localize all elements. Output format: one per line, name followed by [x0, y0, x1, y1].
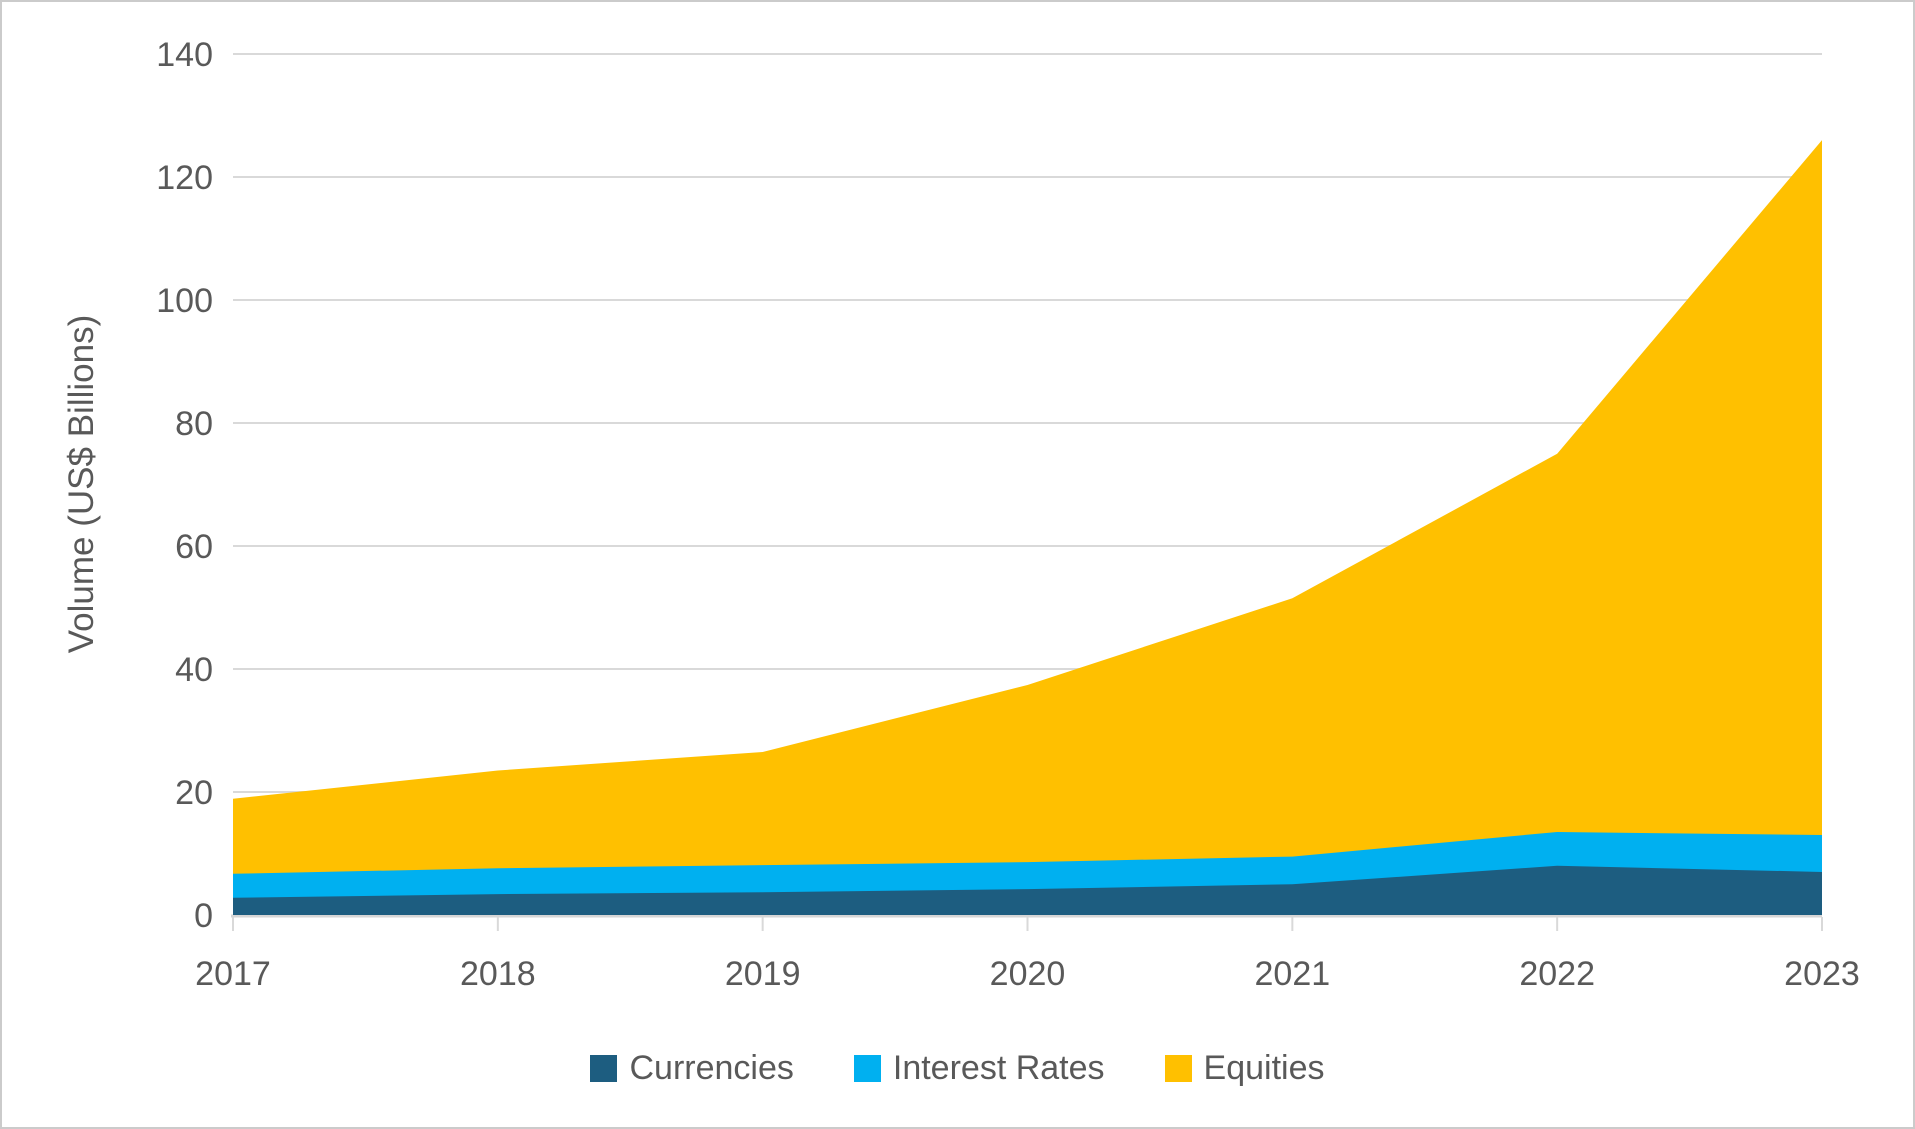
y-tick-label: 40 [175, 651, 213, 689]
chart-legend: Currencies Interest Rates Equities [0, 1042, 1915, 1094]
y-tick-label: 0 [194, 897, 213, 935]
legend-swatch-icon [1164, 1054, 1192, 1082]
y-tick-label: 80 [175, 405, 213, 443]
legend-item-interest-rates: Interest Rates [853, 1048, 1105, 1088]
x-tick-label: 2017 [195, 955, 271, 993]
x-tick-label: 2019 [725, 955, 801, 993]
y-tick-label: 60 [175, 528, 213, 566]
y-tick-label: 120 [156, 159, 213, 197]
x-tick-label: 2018 [460, 955, 536, 993]
legend-label: Interest Rates [892, 1048, 1105, 1087]
x-tick-label: 2023 [1784, 955, 1860, 993]
legend-swatch-icon [590, 1054, 618, 1082]
x-tick-label: 2021 [1255, 955, 1331, 993]
legend-item-currencies: Currencies [590, 1048, 794, 1088]
area-equities [233, 140, 1822, 916]
y-axis-title: Volume (US$ Billions) [62, 314, 101, 654]
legend-label: Currencies [629, 1048, 794, 1087]
y-tick-label: 20 [175, 774, 213, 812]
y-tick-label: 140 [156, 36, 213, 74]
legend-item-equities: Equities [1164, 1048, 1325, 1088]
y-tick-label: 100 [156, 282, 213, 320]
legend-swatch-icon [853, 1054, 881, 1082]
area-currencies [233, 865, 1822, 915]
legend-label: Equities [1203, 1048, 1325, 1087]
x-tick-label: 2022 [1519, 955, 1595, 993]
x-tick-label: 2020 [990, 955, 1066, 993]
